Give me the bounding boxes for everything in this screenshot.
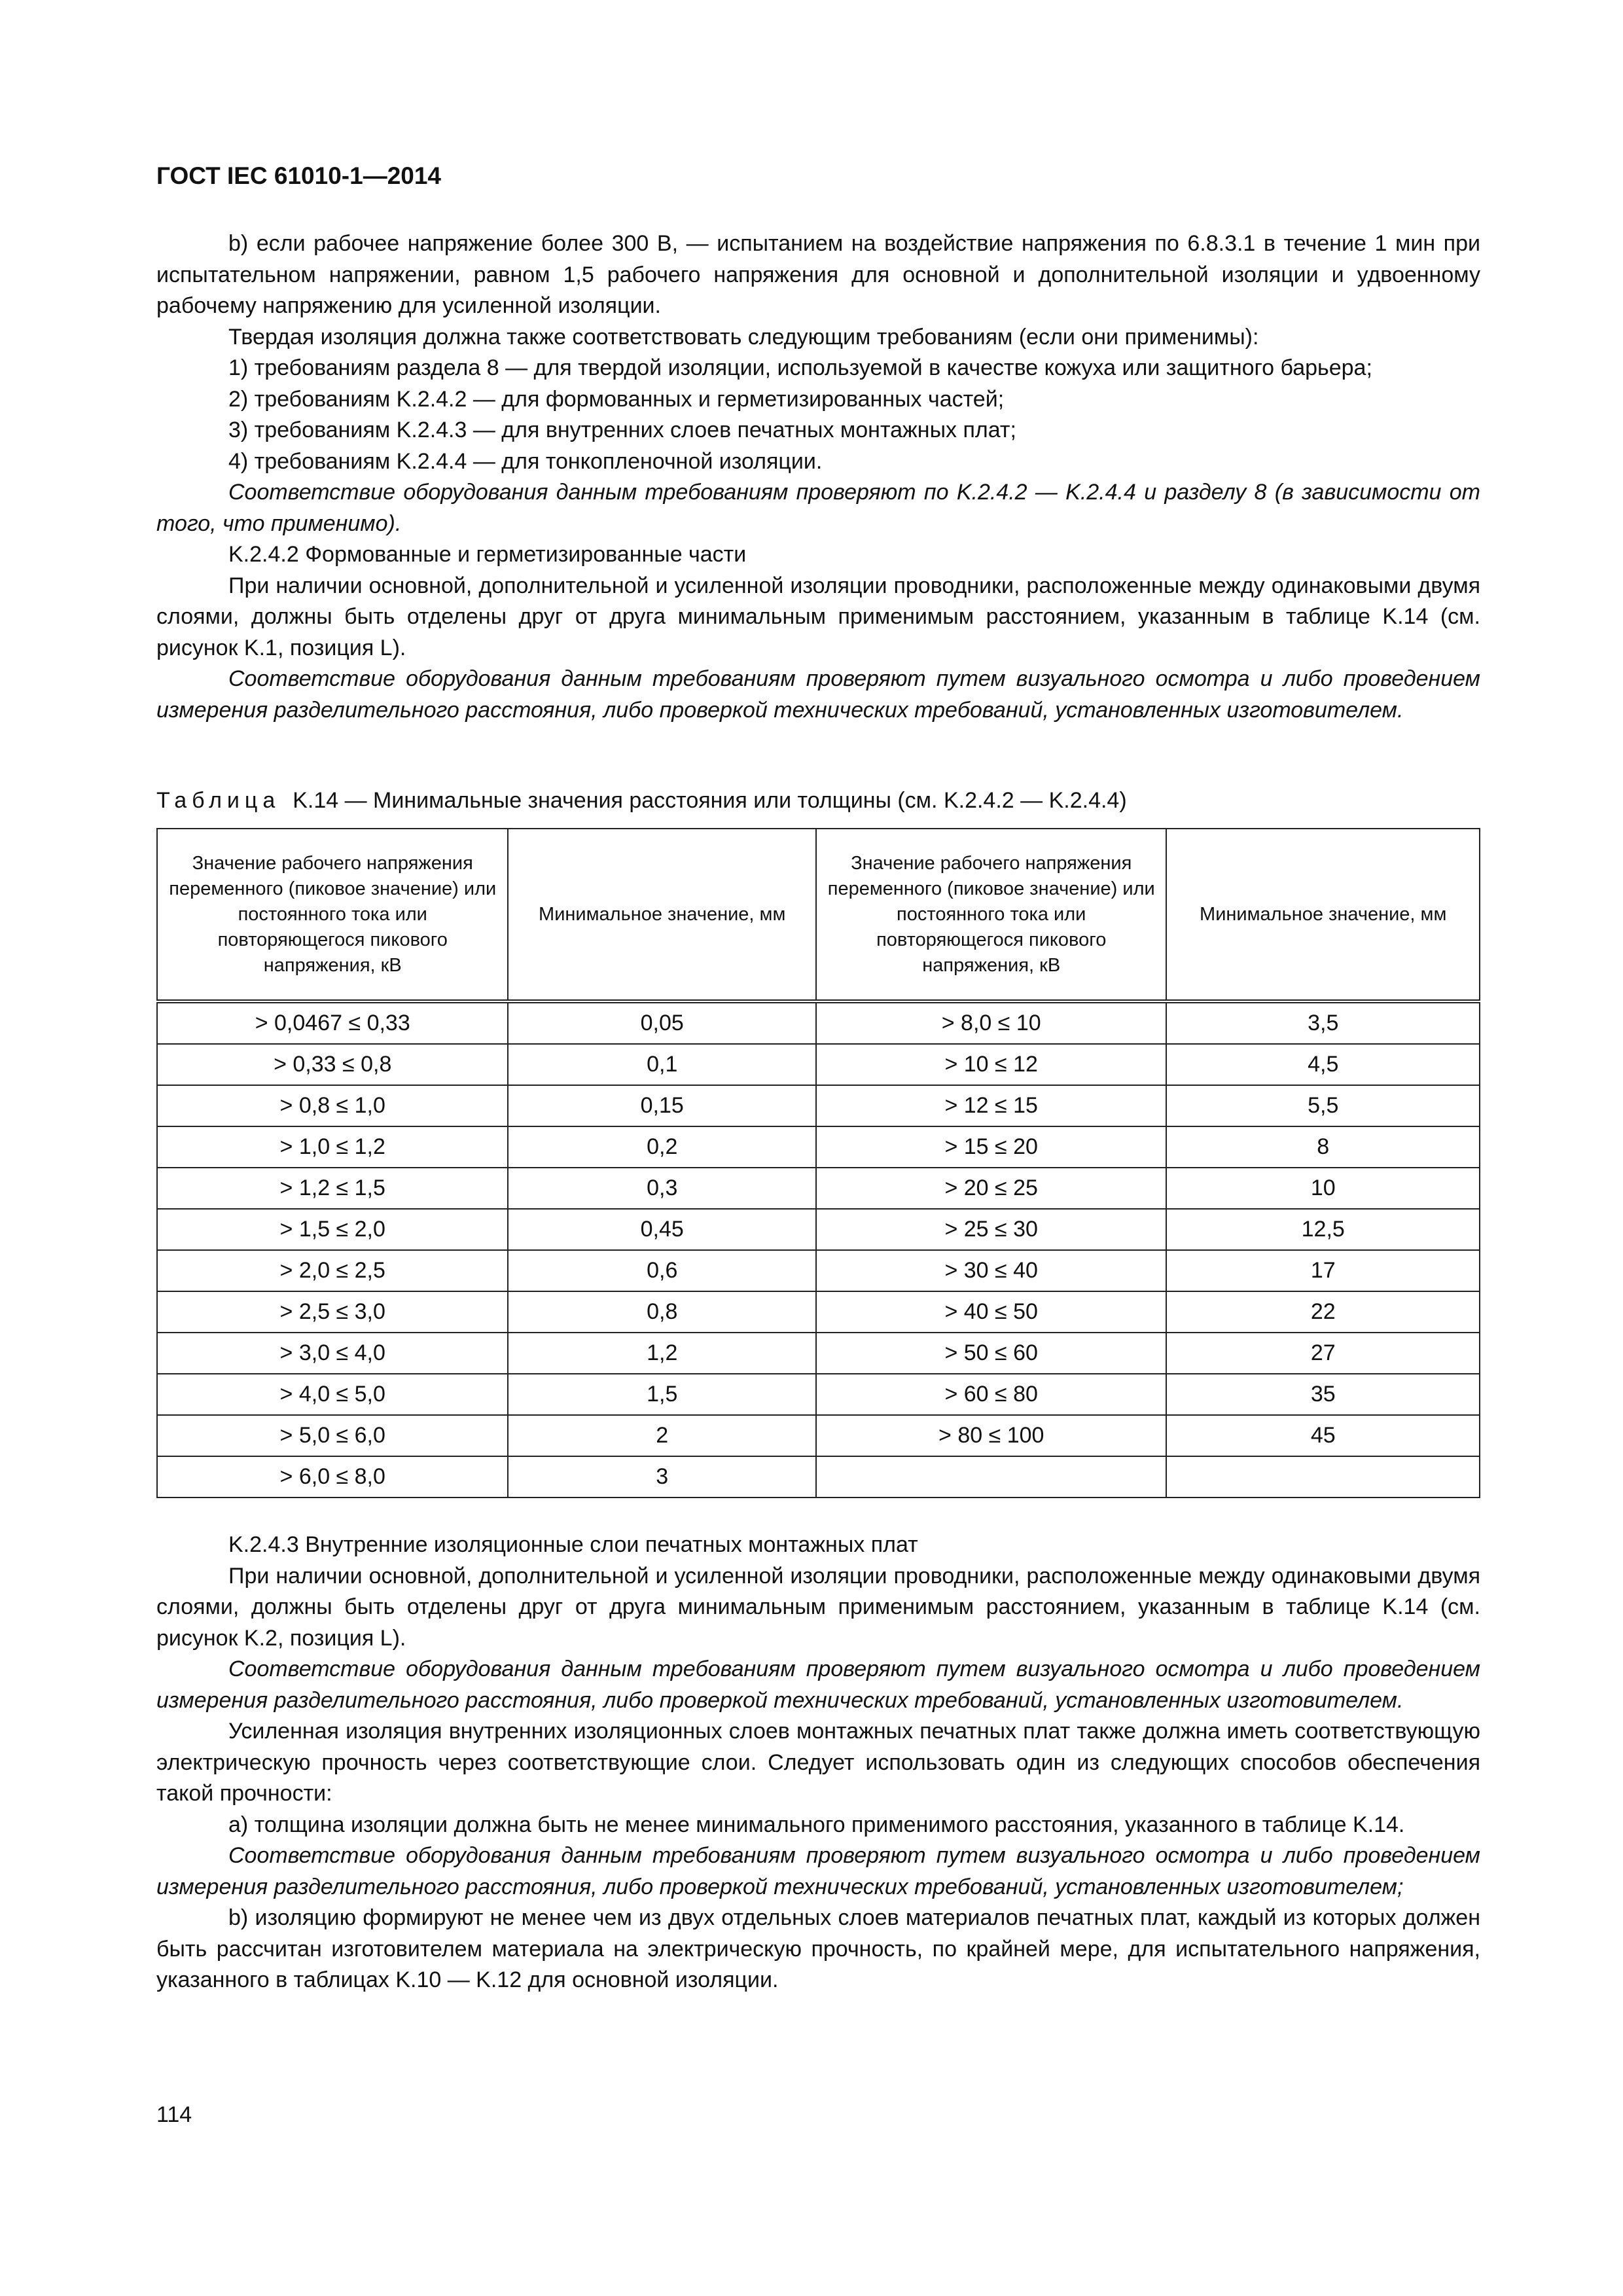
column-header: Значение рабочего напряжения переменного…	[156, 828, 509, 1003]
paragraph: K.2.4.2 Формованные и герметизированные …	[228, 542, 747, 567]
table-cell: > 40 ≤ 50	[815, 1291, 1168, 1333]
table-cell: > 10 ≤ 12	[815, 1043, 1168, 1086]
table-cell: 12,5	[1166, 1208, 1480, 1251]
table-cell: 5,5	[1166, 1085, 1480, 1127]
paragraph: При наличии основной, дополнительной и у…	[156, 573, 1480, 660]
table-cell: 0,3	[507, 1167, 817, 1210]
table-cell: 8	[1166, 1126, 1480, 1168]
paragraph: b) если рабочее напряжение более 300 В, …	[156, 231, 1480, 318]
table-cell	[1166, 1456, 1480, 1498]
table-cell: > 8,0 ≤ 10	[815, 1001, 1168, 1045]
table-cell: > 30 ≤ 40	[815, 1249, 1168, 1292]
table-cell: > 0,0467 ≤ 0,33	[156, 1001, 509, 1045]
table-caption-text: K.14 — Минимальные значения расстояния и…	[293, 788, 1127, 813]
table-row: > 0,33 ≤ 0,8 0,1 > 10 ≤ 12 4,5	[156, 1043, 1480, 1086]
text-block-top: b) если рабочее напряжение более 300 В, …	[156, 228, 1480, 726]
table-row: > 6,0 ≤ 8,0 3	[156, 1456, 1480, 1498]
table-cell: > 20 ≤ 25	[815, 1167, 1168, 1210]
paragraph: Усиленная изоляция внутренних изоляционн…	[156, 1719, 1480, 1806]
table-cell: 1,2	[507, 1332, 817, 1374]
table-cell: > 3,0 ≤ 4,0	[156, 1332, 509, 1374]
table-cell: 17	[1166, 1249, 1480, 1292]
table-cell: > 1,5 ≤ 2,0	[156, 1208, 509, 1251]
paragraph: Соответствие оборудования данным требова…	[156, 480, 1480, 536]
column-header: Значение рабочего напряжения переменного…	[815, 828, 1168, 1003]
table-cell: 0,15	[507, 1085, 817, 1127]
table-cell: 35	[1166, 1373, 1480, 1416]
table-caption-label: Таблица	[156, 788, 281, 813]
text-block-bottom: K.2.4.3 Внутренние изоляционные слои печ…	[156, 1530, 1480, 1996]
table-cell: > 2,0 ≤ 2,5	[156, 1249, 509, 1292]
table-cell: > 60 ≤ 80	[815, 1373, 1168, 1416]
paragraph: Соответствие оборудования данным требова…	[156, 666, 1480, 723]
table-header-row: Значение рабочего напряжения переменного…	[156, 828, 1480, 1003]
table-row: > 5,0 ≤ 6,0 2 > 80 ≤ 100 45	[156, 1414, 1480, 1457]
paragraph: Соответствие оборудования данным требова…	[156, 1657, 1480, 1713]
table-row: > 1,5 ≤ 2,0 0,45 > 25 ≤ 30 12,5	[156, 1208, 1480, 1251]
paragraph: 1) требованиям раздела 8 — для твердой и…	[228, 355, 1372, 380]
table-cell: 0,05	[507, 1001, 817, 1045]
column-header: Минимальное значение, мм	[507, 828, 817, 1003]
table-cell: > 25 ≤ 30	[815, 1208, 1168, 1251]
paragraph: 3) требованиям K.2.4.3 — для внутренних …	[228, 418, 1016, 442]
table-row: > 3,0 ≤ 4,0 1,2 > 50 ≤ 60 27	[156, 1332, 1480, 1374]
table-k14: Значение рабочего напряжения переменного…	[156, 828, 1480, 1498]
table-cell: 2	[507, 1414, 817, 1457]
table-cell: 3	[507, 1456, 817, 1498]
table-cell: > 15 ≤ 20	[815, 1126, 1168, 1168]
paragraph: b) изоляцию формируют не менее чем из дв…	[156, 1905, 1480, 1992]
table-cell: 0,2	[507, 1126, 817, 1168]
table-cell: > 50 ≤ 60	[815, 1332, 1168, 1374]
table-row: > 0,0467 ≤ 0,33 0,05 > 8,0 ≤ 10 3,5	[156, 1001, 1480, 1045]
table-row: > 4,0 ≤ 5,0 1,5 > 60 ≤ 80 35	[156, 1373, 1480, 1416]
table-cell: > 6,0 ≤ 8,0	[156, 1456, 509, 1498]
table-cell: > 2,5 ≤ 3,0	[156, 1291, 509, 1333]
paragraph: Твердая изоляция должна также соответств…	[228, 324, 1259, 350]
table-cell: > 0,33 ≤ 0,8	[156, 1043, 509, 1086]
table-cell: 45	[1166, 1414, 1480, 1457]
table-cell: 4,5	[1166, 1043, 1480, 1086]
table-caption: Таблица K.14 — Минимальные значения расс…	[156, 785, 1127, 816]
table-cell: 1,5	[507, 1373, 817, 1416]
table-cell: > 12 ≤ 15	[815, 1085, 1168, 1127]
table-cell: 0,1	[507, 1043, 817, 1086]
paragraph: 4) требованиям K.2.4.4 — для тонкопленоч…	[228, 448, 823, 474]
table-cell: > 80 ≤ 100	[815, 1414, 1168, 1457]
paragraph: При наличии основной, дополнительной и у…	[156, 1563, 1480, 1651]
table-cell: 27	[1166, 1332, 1480, 1374]
table-row: > 1,2 ≤ 1,5 0,3 > 20 ≤ 25 10	[156, 1167, 1480, 1210]
table-cell: 3,5	[1166, 1001, 1480, 1045]
table-cell: 0,6	[507, 1249, 817, 1292]
table-cell: > 0,8 ≤ 1,0	[156, 1085, 509, 1127]
paragraph: 2) требованиям K.2.4.2 — для формованных…	[228, 386, 1005, 412]
table-cell	[815, 1456, 1168, 1498]
table-cell: 22	[1166, 1291, 1480, 1333]
paragraph: a) толщина изоляции должна быть не менее…	[228, 1812, 1405, 1837]
table-cell: 0,8	[507, 1291, 817, 1333]
table-row: > 0,8 ≤ 1,0 0,15 > 12 ≤ 15 5,5	[156, 1085, 1480, 1127]
table-row: > 2,5 ≤ 3,0 0,8 > 40 ≤ 50 22	[156, 1291, 1480, 1333]
table-cell: > 1,0 ≤ 1,2	[156, 1126, 509, 1168]
paragraph: K.2.4.3 Внутренние изоляционные слои печ…	[228, 1532, 918, 1557]
table-row: > 1,0 ≤ 1,2 0,2 > 15 ≤ 20 8	[156, 1126, 1480, 1168]
paragraph: Соответствие оборудования данным требова…	[156, 1843, 1480, 1899]
table-row: > 2,0 ≤ 2,5 0,6 > 30 ≤ 40 17	[156, 1249, 1480, 1292]
page-number: 114	[156, 2102, 192, 2127]
table-cell: > 1,2 ≤ 1,5	[156, 1167, 509, 1210]
table-cell: > 5,0 ≤ 6,0	[156, 1414, 509, 1457]
table-cell: > 4,0 ≤ 5,0	[156, 1373, 509, 1416]
table-cell: 0,45	[507, 1208, 817, 1251]
table-cell: 10	[1166, 1167, 1480, 1210]
document-header: ГОСТ IEC 61010-1—2014	[156, 162, 442, 189]
column-header: Минимальное значение, мм	[1166, 828, 1480, 1003]
